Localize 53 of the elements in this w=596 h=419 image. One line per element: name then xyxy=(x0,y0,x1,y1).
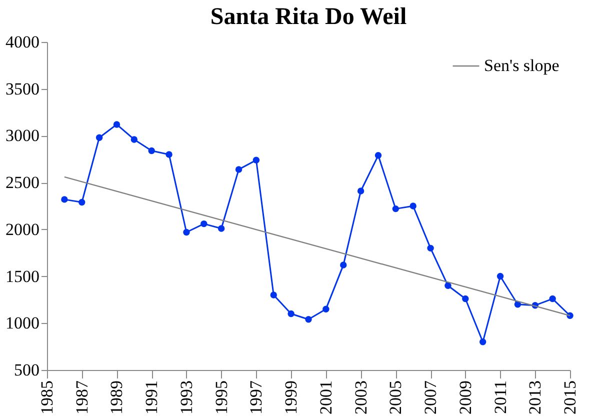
point xyxy=(305,316,312,323)
legend-label: Sen's slope xyxy=(484,56,560,75)
x-tick-label: 1991 xyxy=(142,380,162,414)
point xyxy=(96,134,103,141)
point xyxy=(322,306,330,312)
x-tick-label: 1995 xyxy=(212,380,231,414)
point xyxy=(113,121,120,128)
point xyxy=(78,198,86,206)
x-tick-label: 1999 xyxy=(282,380,301,414)
point xyxy=(270,292,277,298)
point xyxy=(427,244,434,252)
y-tick-label: 500 xyxy=(14,360,40,380)
x-tick-label: 2015 xyxy=(560,380,580,414)
y-tick-label: 3500 xyxy=(6,79,40,98)
point xyxy=(462,295,469,302)
x-tick-label: 1987 xyxy=(72,380,92,414)
x-tick-label: 2007 xyxy=(421,380,440,414)
chart-title: Santa Rita Do Weil xyxy=(210,4,407,30)
x-tick-label: 1997 xyxy=(246,380,266,414)
point xyxy=(410,202,416,210)
point xyxy=(183,228,190,236)
y-tick-label: 1500 xyxy=(6,266,40,286)
y-tick-label: 1000 xyxy=(6,314,40,333)
x-tick-label: 2003 xyxy=(351,380,370,414)
point xyxy=(252,156,260,164)
x-tick-label: 1985 xyxy=(38,380,56,414)
x-tick-label: 2001 xyxy=(316,380,336,414)
point xyxy=(218,225,225,232)
point xyxy=(444,282,452,290)
x-tick-label: 2005 xyxy=(386,380,406,414)
point xyxy=(148,147,155,154)
y-tick-label: 3000 xyxy=(6,126,40,146)
x-tick-label: 2009 xyxy=(456,380,475,414)
point xyxy=(357,188,364,194)
point xyxy=(549,295,556,302)
point xyxy=(61,196,68,203)
y-tick-label: 2000 xyxy=(6,220,40,239)
x-tick-label: 1993 xyxy=(176,380,196,414)
point xyxy=(288,310,294,318)
point xyxy=(374,152,382,159)
y-tick-label: 4000 xyxy=(6,32,40,52)
x-tick-label: 2013 xyxy=(526,380,545,414)
point xyxy=(392,205,400,212)
point xyxy=(166,151,172,158)
point xyxy=(130,136,138,143)
point xyxy=(340,262,347,268)
x-tick-label: 1989 xyxy=(107,380,126,414)
x-tick-label: 2011 xyxy=(490,380,510,414)
y-tick-label: 2500 xyxy=(6,173,40,192)
point xyxy=(479,338,486,346)
point xyxy=(496,272,504,280)
point xyxy=(200,220,208,228)
point xyxy=(235,166,242,173)
